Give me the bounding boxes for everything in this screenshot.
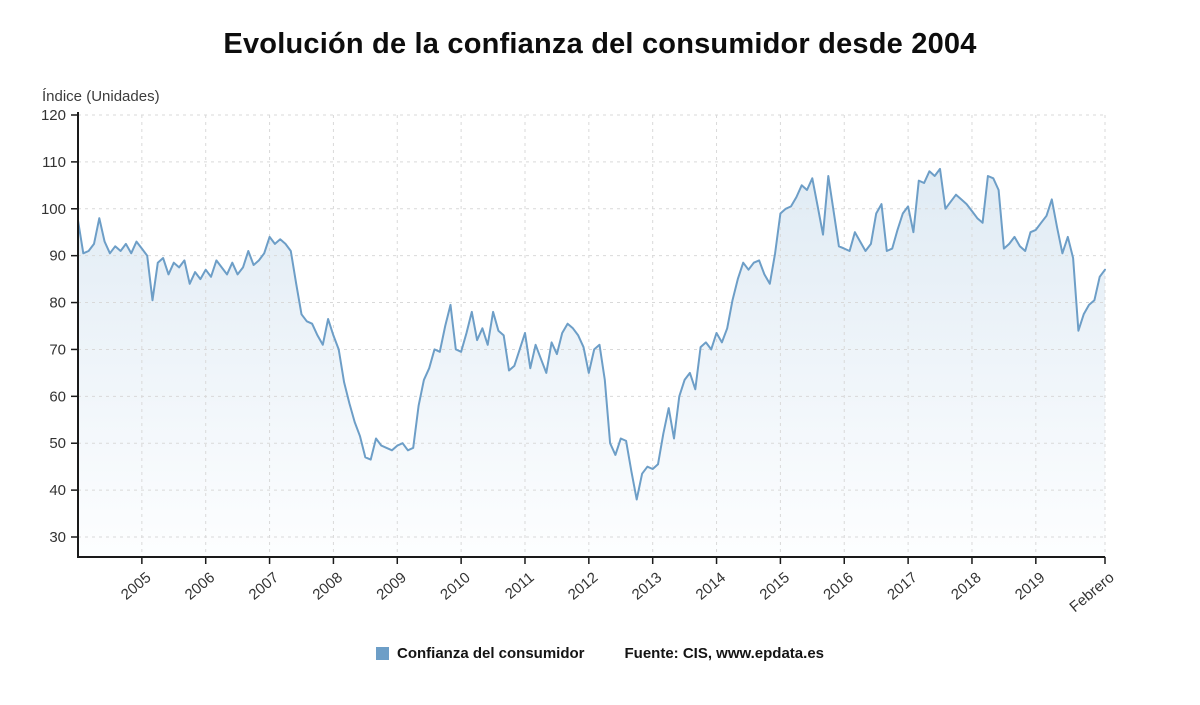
series-line: [77, 167, 1106, 501]
x-tick-label: 2018: [948, 569, 984, 603]
x-tick-label: 2013: [629, 569, 665, 603]
y-tick-label: 80: [49, 295, 66, 312]
gridlines: [78, 114, 1106, 557]
x-tick-label: 2005: [118, 569, 154, 603]
x-tick-label: 2019: [1012, 569, 1048, 603]
y-tick-label: 110: [42, 154, 66, 171]
y-tick-label: 40: [49, 482, 66, 499]
x-tick-label: 2012: [565, 569, 601, 603]
axes: [77, 112, 1105, 558]
x-tick-label: 2006: [182, 569, 218, 603]
x-tick-label: 2009: [373, 569, 409, 603]
x-tick-label: Febrero: [1066, 569, 1117, 616]
y-tick-label: 60: [49, 388, 66, 405]
x-tick-label: 2014: [693, 569, 729, 603]
tick-marks: [71, 114, 1106, 564]
legend: Confianza del consumidor Fuente: CIS, ww…: [0, 645, 1200, 662]
legend-item: Confianza del consumidor: [376, 645, 585, 662]
x-tick-label: 2017: [884, 569, 920, 603]
x-tick-label: 2008: [309, 569, 345, 603]
chart-title: Evolución de la confianza del consumidor…: [223, 28, 977, 60]
y-tick-label: 90: [49, 248, 66, 265]
x-tick-label: 2015: [756, 569, 792, 603]
x-tick-label: 2007: [246, 569, 282, 603]
y-tick-label: 100: [41, 201, 66, 218]
x-tick-label: 2016: [820, 569, 856, 603]
x-tick-label: 2011: [502, 569, 538, 603]
x-tick-label: 2010: [437, 569, 473, 603]
source-text: Fuente: CIS, www.epdata.es: [624, 645, 824, 662]
y-tick-label: 30: [49, 529, 66, 546]
y-tick-label: 50: [49, 435, 66, 452]
legend-label: Confianza del consumidor: [397, 645, 585, 662]
y-axis-title: Índice (Unidades): [42, 88, 160, 105]
y-tick-label: 70: [49, 341, 66, 358]
legend-swatch-icon: [376, 647, 389, 660]
y-tick-label: 120: [41, 107, 66, 124]
